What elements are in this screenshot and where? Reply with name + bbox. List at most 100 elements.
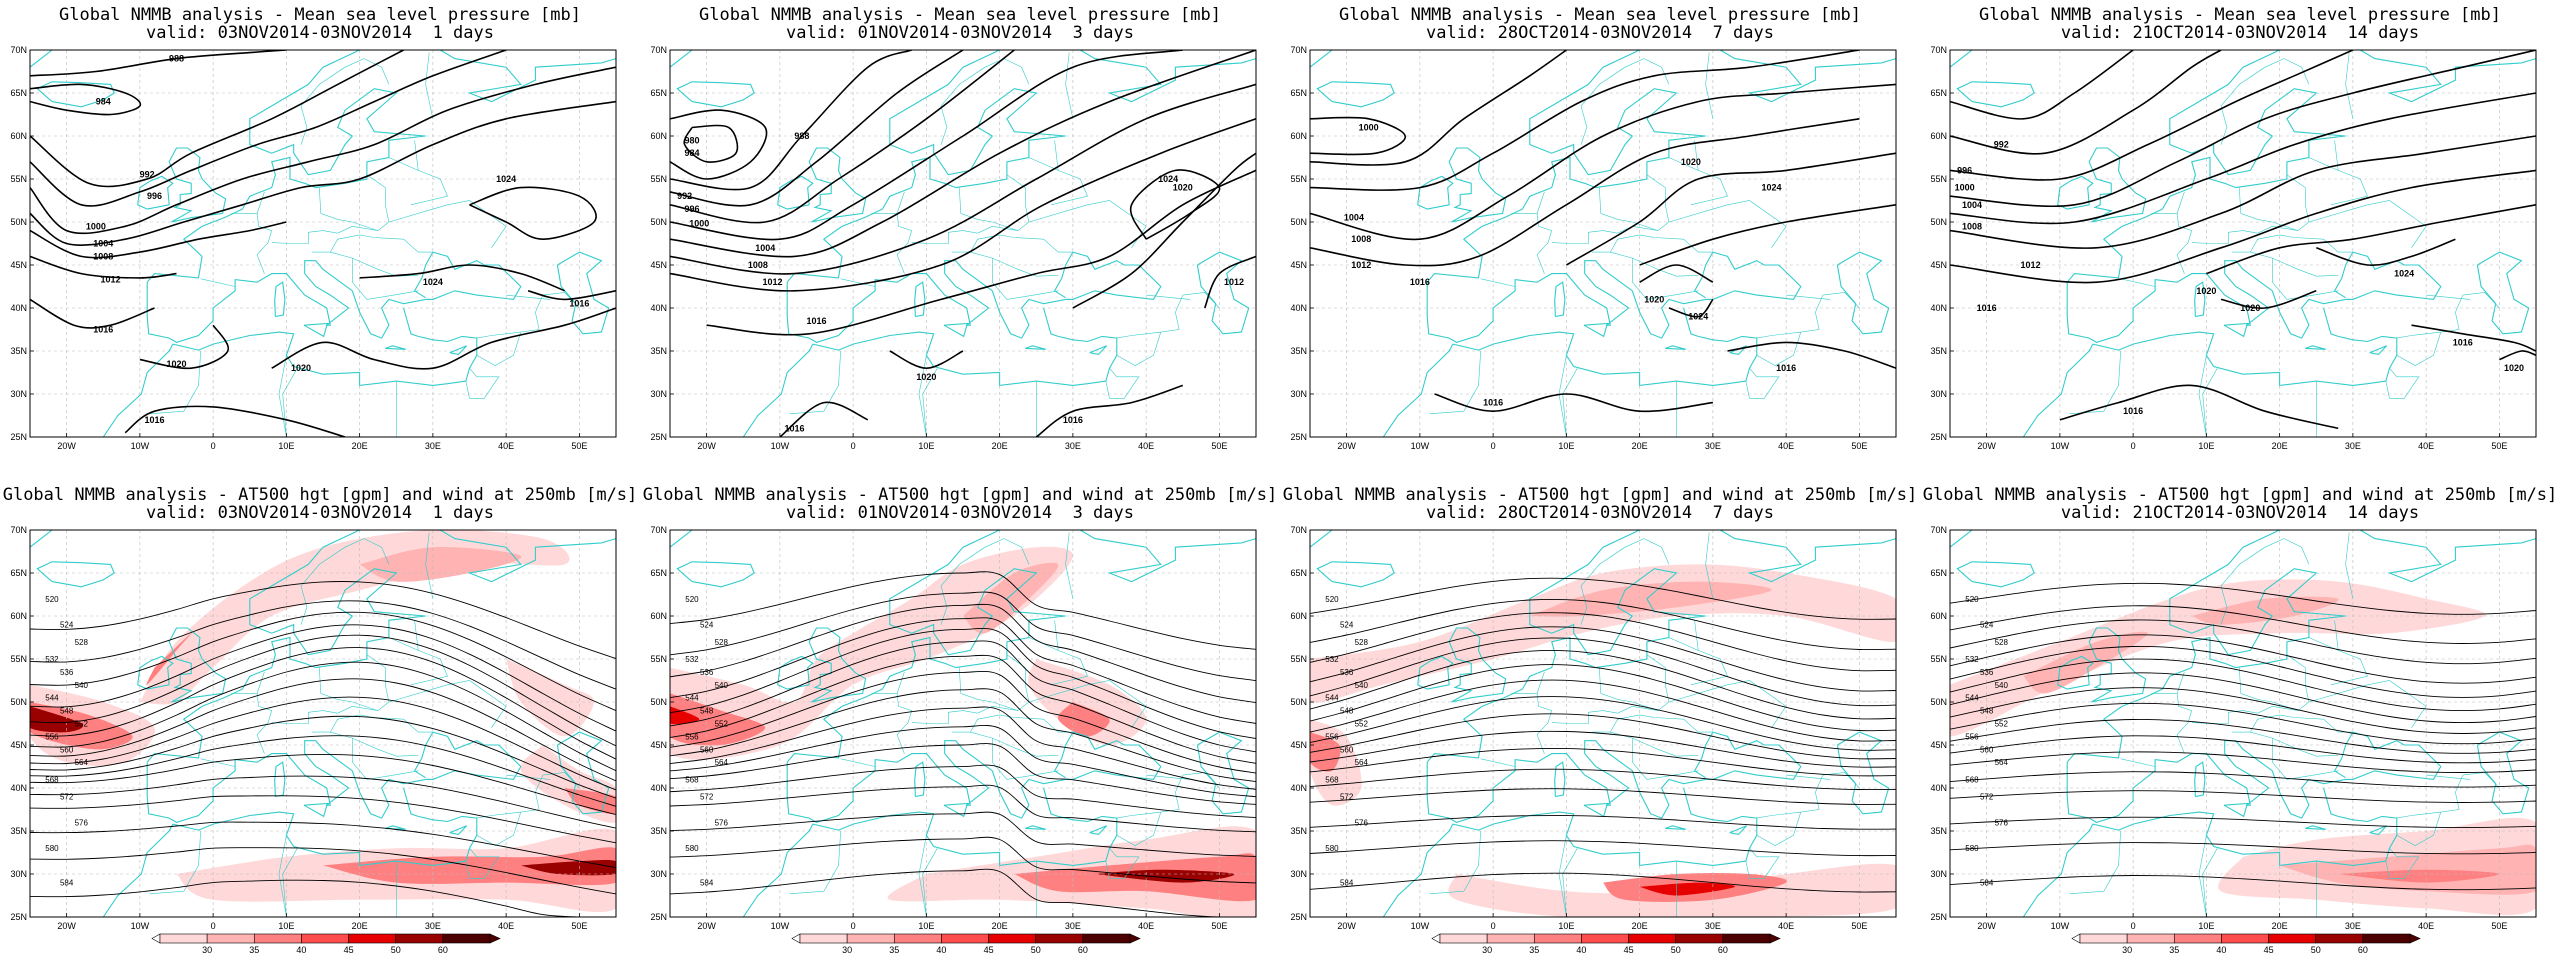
country-border (1551, 174, 1670, 244)
contour-line (2316, 238, 2456, 267)
coastline (102, 307, 478, 437)
coastline (1196, 731, 1250, 815)
contour-line (30, 298, 155, 329)
country-border (1756, 332, 1802, 366)
y-tick-label: 65N (1930, 88, 1947, 98)
contour-line (1950, 50, 2222, 155)
country-border (1562, 848, 1578, 917)
country-border (2396, 812, 2442, 846)
y-tick-label: 40N (1930, 783, 1947, 793)
contour-line (1950, 50, 2536, 208)
contour-line (670, 50, 1015, 224)
y-tick-label: 50N (1290, 217, 1307, 227)
contour-label: 556 (1965, 732, 1979, 741)
contour-label: 1008 (1962, 221, 1982, 231)
x-tick-label: 10E (918, 921, 934, 931)
y-tick-label: 60N (650, 611, 667, 621)
contour-label: 1008 (1351, 234, 1371, 244)
y-tick-label: 55N (1930, 174, 1947, 184)
y-tick-label: 60N (1930, 611, 1947, 621)
z500-panel: Global NMMB analysis - AT500 hgt [gpm] a… (1280, 480, 1920, 960)
coastline (449, 345, 468, 355)
country-border (2069, 830, 2121, 895)
contour-line (1950, 842, 2536, 855)
colorbar-label: 45 (2264, 945, 2274, 955)
contour-label: 1012 (1224, 277, 1244, 287)
y-tick-label: 45N (650, 740, 667, 750)
country-border (2426, 774, 2471, 780)
contour-label: 556 (45, 732, 59, 741)
country-border (200, 278, 236, 287)
country-border (1536, 191, 1545, 214)
y-tick-label: 30N (1290, 869, 1307, 879)
contour-line (2206, 204, 2536, 275)
country-border (840, 758, 876, 767)
country-border (840, 278, 876, 287)
colorbar-swatch (1533, 933, 1582, 944)
y-tick-label: 55N (1290, 654, 1307, 664)
y-tick-label: 35N (1930, 346, 1947, 356)
country-border (896, 191, 905, 214)
coastline (742, 307, 1118, 437)
country-border (1745, 848, 1780, 879)
panel-valid-period: valid: 03NOV2014-03NOV2014 1 days (146, 23, 494, 43)
country-border (2198, 835, 2207, 917)
contour-label: 532 (1325, 655, 1339, 664)
country-border (2345, 532, 2354, 599)
coastline (1382, 307, 1758, 437)
colorbar: 30 35 40 45 50 60 (2071, 933, 2421, 955)
coastline (1089, 825, 1108, 835)
country-border (2191, 654, 2310, 724)
country-border (2283, 538, 2310, 565)
country-border (1610, 251, 1699, 277)
country-border (2308, 680, 2427, 728)
y-tick-label: 40N (650, 303, 667, 313)
x-tick-label: 20E (1632, 921, 1648, 931)
contour-line (30, 775, 616, 829)
contour-line (1310, 577, 1896, 620)
country-border (1511, 213, 1553, 274)
colorbar-label: 35 (889, 945, 899, 955)
contour-label: 1016 (1776, 363, 1796, 373)
wind-shade-region (670, 706, 700, 725)
contour-line (1310, 50, 1567, 166)
x-tick-label: 10E (1558, 441, 1574, 451)
contour-line (30, 611, 616, 712)
coastline (1316, 561, 1395, 588)
y-tick-label: 30N (1930, 869, 1947, 879)
country-border (1182, 292, 1220, 309)
coastline (2305, 345, 2326, 350)
country-border (1028, 200, 1147, 248)
y-tick-label: 45N (10, 260, 27, 270)
x-tick-label: 20W (697, 441, 716, 451)
wind-shade-region (1094, 869, 1235, 883)
country-border (2426, 294, 2471, 300)
x-tick-label: 10E (2198, 921, 2214, 931)
contour-label: 552 (1355, 720, 1369, 729)
y-tick-label: 25N (650, 912, 667, 922)
contour-label: 1000 (1955, 183, 1975, 193)
coastline (2305, 825, 2326, 830)
country-border (1632, 258, 1699, 300)
country-border (896, 671, 905, 694)
x-tick-label: 20E (992, 441, 1008, 451)
wind-shade-region (30, 706, 83, 733)
y-tick-label: 40N (1930, 303, 1947, 313)
y-tick-label: 55N (10, 174, 27, 184)
y-tick-label: 35N (1290, 346, 1307, 356)
contour-line (1310, 840, 1896, 857)
y-tick-label: 40N (650, 783, 667, 793)
z500-panel: Global NMMB analysis - AT500 hgt [gpm] a… (1920, 480, 2560, 960)
contour-label: 984 (96, 97, 111, 107)
y-tick-label: 70N (650, 45, 667, 55)
country-border (1592, 234, 1713, 253)
contour-label: 540 (1995, 681, 2009, 690)
contour-line (670, 654, 1256, 764)
colorbar-swatch (1035, 933, 1084, 944)
contour-label: 548 (700, 707, 714, 716)
colorbar: 30 35 40 45 50 60 (791, 933, 1141, 955)
y-tick-label: 30N (10, 869, 27, 879)
x-tick-label: 20E (992, 921, 1008, 931)
y-tick-label: 55N (650, 174, 667, 184)
contour-line (1310, 637, 1896, 707)
